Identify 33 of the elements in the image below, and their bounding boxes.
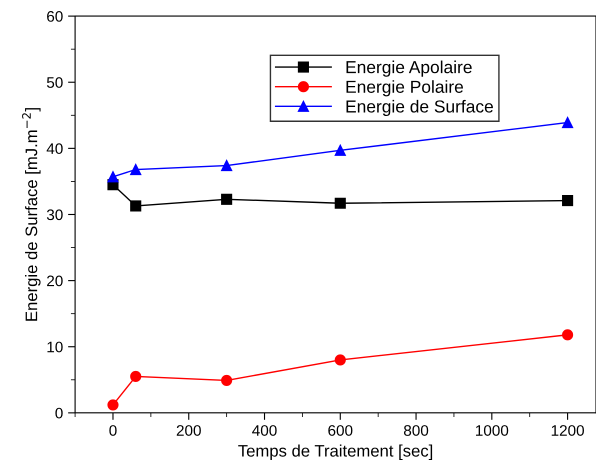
legend-label: Energie Apolaire bbox=[346, 60, 472, 77]
y-tick-label: 60 bbox=[47, 10, 63, 22]
point bbox=[334, 198, 346, 209]
y-tick-label: 10 bbox=[47, 342, 63, 352]
point bbox=[221, 374, 232, 386]
x-tick-label: 1200 bbox=[552, 425, 584, 436]
x-tick-label: 0 bbox=[109, 425, 117, 436]
point bbox=[334, 354, 346, 366]
point bbox=[130, 200, 142, 212]
legend-label: Energie Polaire bbox=[346, 80, 464, 96]
x-tick-label: 600 bbox=[328, 425, 352, 436]
x-tick-label: 800 bbox=[404, 425, 428, 436]
point bbox=[107, 171, 119, 182]
x-tick-label: 200 bbox=[176, 425, 201, 436]
point bbox=[562, 329, 574, 340]
point bbox=[130, 164, 142, 176]
point bbox=[221, 194, 232, 205]
point bbox=[130, 370, 142, 382]
point bbox=[221, 160, 232, 172]
point bbox=[334, 144, 346, 156]
y-tick-label: 0 bbox=[55, 408, 63, 419]
x-tick-label: 400 bbox=[252, 425, 277, 436]
point bbox=[562, 117, 574, 128]
y-tick-label: 50 bbox=[46, 77, 63, 88]
point bbox=[107, 399, 119, 410]
point bbox=[562, 195, 574, 206]
x-tick-label: 1000 bbox=[476, 425, 508, 436]
y-tick-label: 30 bbox=[46, 209, 63, 220]
y-tick-label: 20 bbox=[47, 275, 63, 286]
legend-label: Energie de Surface bbox=[346, 100, 493, 116]
y-axis-title: Energie de Surface [mJ.m$^{−2}$] bbox=[22, 108, 41, 321]
y-tick-label: 40 bbox=[46, 143, 63, 154]
x-axis-title: Temps de Traitement [sec] bbox=[238, 444, 432, 460]
